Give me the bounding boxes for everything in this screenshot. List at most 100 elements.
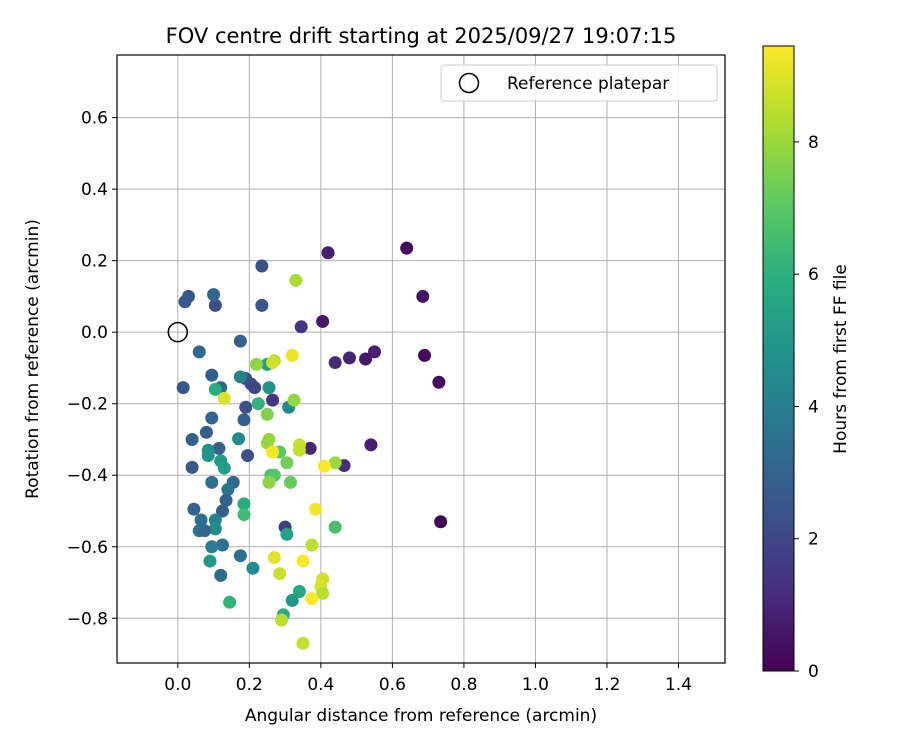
data-point (241, 449, 255, 463)
data-point (260, 407, 274, 421)
y-tick-label: −0.2 (67, 395, 108, 415)
reference-point (167, 321, 189, 343)
reference-marker (167, 321, 189, 343)
data-point (305, 538, 319, 552)
data-point (434, 515, 448, 529)
data-point (255, 298, 269, 312)
data-point (233, 334, 247, 348)
x-tick-label: 0.2 (236, 675, 263, 695)
x-tick-label: 0.4 (307, 675, 334, 695)
y-tick-label: −0.4 (67, 466, 108, 486)
legend-label: Reference platepar (507, 74, 669, 94)
data-point (217, 391, 231, 405)
x-tick-label: 1.2 (593, 675, 620, 695)
data-point (292, 443, 306, 457)
data-point (368, 345, 382, 359)
y-tick-label: −0.6 (67, 538, 108, 558)
colorbar-tick-label: 2 (808, 530, 819, 550)
data-point (328, 456, 342, 470)
x-tick-label: 1.0 (522, 675, 549, 695)
data-point (178, 295, 192, 309)
data-point (275, 613, 289, 627)
data-point (285, 593, 299, 607)
y-tick-label: −0.8 (67, 609, 108, 629)
data-point (251, 397, 265, 411)
data-point (232, 432, 246, 446)
data-point (328, 520, 342, 534)
data-point (185, 460, 199, 474)
x-axis-label: Angular distance from reference (arcmin) (245, 706, 597, 726)
data-point (198, 524, 212, 538)
data-point (216, 538, 230, 552)
data-point (294, 320, 308, 334)
data-point (321, 246, 335, 260)
y-tick-label: 0.6 (81, 109, 108, 129)
data-point (283, 475, 297, 489)
data-point (416, 289, 430, 303)
scatter-points (176, 241, 448, 650)
legend-box (440, 64, 718, 102)
data-point (316, 586, 330, 600)
y-tick-label: 0.2 (81, 252, 108, 272)
data-point (176, 381, 190, 395)
data-point (205, 368, 219, 382)
data-point (205, 540, 219, 554)
colorbar-tick-label: 8 (808, 133, 819, 153)
data-point (205, 411, 219, 425)
colorbar-tick-label: 6 (808, 265, 819, 285)
data-point (292, 584, 306, 598)
data-point (308, 502, 322, 516)
data-point (418, 348, 432, 362)
data-point (342, 351, 356, 365)
data-point (208, 513, 222, 527)
data-point (221, 483, 235, 497)
data-point (246, 561, 260, 575)
colorbar-label: Hours from first FF file (831, 264, 851, 454)
data-point (239, 400, 253, 414)
data-point (237, 413, 251, 427)
x-axis-ticks: 0.0 0.2 0.4 0.6 0.8 1.0 1.2 1.4 (164, 663, 692, 695)
data-point (280, 527, 294, 541)
data-point (237, 497, 251, 511)
data-point (273, 567, 287, 581)
data-point (194, 513, 208, 527)
y-axis-label: Rotation from reference (arcmin) (23, 219, 43, 499)
data-point (400, 241, 414, 255)
data-point (219, 493, 233, 507)
y-axis-ticks: −0.8 −0.6 −0.4 −0.2 0.0 0.2 0.4 0.6 (67, 109, 117, 629)
chart-title: FOV centre drift starting at 2025/09/27 … (166, 24, 677, 48)
x-tick-label: 0.8 (450, 675, 477, 695)
data-point (223, 595, 237, 609)
data-point (217, 461, 231, 475)
x-tick-label: 1.4 (665, 675, 692, 695)
data-point (296, 554, 310, 568)
data-point (364, 438, 378, 452)
legend-marker (458, 72, 480, 94)
data-point (207, 288, 221, 302)
data-point (255, 259, 269, 273)
data-point (208, 382, 222, 396)
data-point (266, 445, 280, 459)
data-point (192, 345, 206, 359)
colorbar-tick-label: 4 (808, 397, 819, 417)
data-point (328, 356, 342, 370)
data-point (296, 636, 310, 650)
data-point (233, 549, 247, 563)
data-point (212, 441, 226, 455)
data-point (249, 357, 263, 371)
grid-lines (117, 55, 725, 663)
data-point (267, 550, 281, 564)
data-point (262, 432, 276, 446)
x-tick-label: 0.0 (164, 675, 191, 695)
data-point (187, 502, 201, 516)
data-point (208, 298, 222, 312)
data-point (289, 273, 303, 287)
data-point (214, 568, 228, 582)
data-point (208, 522, 222, 536)
data-point (287, 393, 301, 407)
data-point (266, 393, 280, 407)
data-point (199, 425, 213, 439)
data-point (266, 356, 280, 370)
y-tick-label: 0.4 (81, 180, 108, 200)
legend: Reference platepar (440, 64, 718, 102)
